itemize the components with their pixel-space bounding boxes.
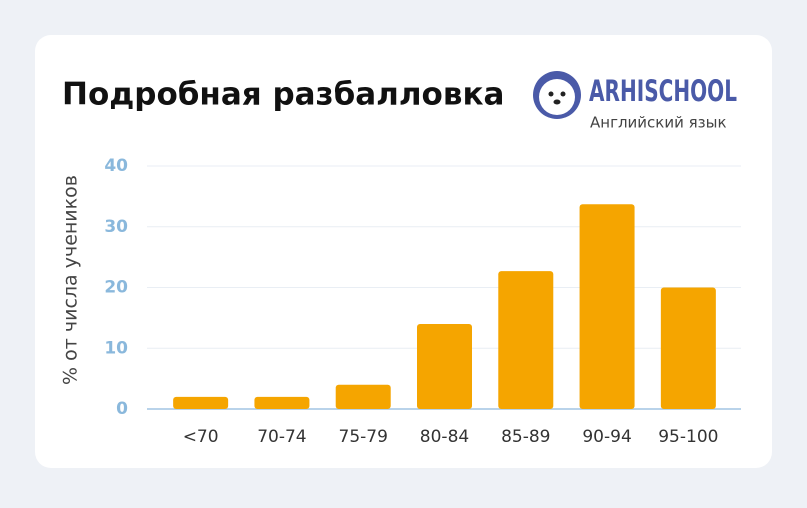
bar xyxy=(417,323,472,409)
bar xyxy=(173,396,229,409)
y-tick-label: 30 xyxy=(104,217,128,237)
x-tick-label: <70 xyxy=(183,427,219,447)
y-tick-label: 20 xyxy=(104,278,128,298)
bar xyxy=(254,396,310,409)
bar xyxy=(335,384,391,409)
x-tick-label: 85-89 xyxy=(501,427,550,447)
logo-subtitle: Английский язык xyxy=(590,114,727,132)
x-tick-label: 75-79 xyxy=(339,427,388,447)
x-tick-label: 70-74 xyxy=(257,427,306,447)
logo-icon xyxy=(533,71,581,119)
y-tick-label: 10 xyxy=(104,338,128,358)
bar xyxy=(660,287,716,409)
x-tick-label: 90-94 xyxy=(582,427,631,447)
chart-title: Подробная разбалловка xyxy=(62,77,504,113)
bar xyxy=(579,204,635,409)
y-tick-label: 0 xyxy=(116,399,128,419)
y-tick-label: 40 xyxy=(104,156,128,176)
y-axis-label: % от числа учеников xyxy=(60,175,82,385)
bar xyxy=(498,271,554,409)
x-tick-label: 95-100 xyxy=(658,427,718,447)
logo-name: ARHISCHOOL xyxy=(589,74,737,108)
x-tick-label: 80-84 xyxy=(420,427,469,447)
